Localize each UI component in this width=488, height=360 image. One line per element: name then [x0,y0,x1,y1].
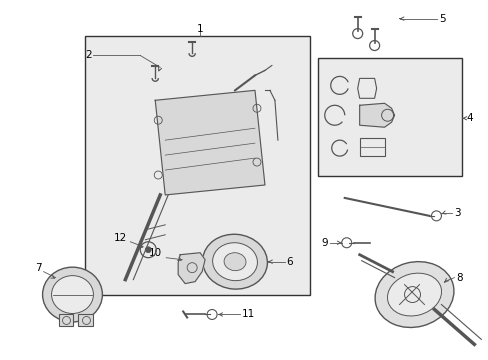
Polygon shape [359,103,394,127]
Text: 9: 9 [321,238,327,248]
Text: 7: 7 [35,263,42,273]
Circle shape [145,247,151,253]
Bar [59,315,73,327]
Ellipse shape [212,243,257,281]
Text: 2: 2 [85,50,92,60]
Text: 12: 12 [114,233,127,243]
Polygon shape [178,253,204,284]
Ellipse shape [202,234,267,289]
Text: 4: 4 [465,113,472,123]
Text: 3: 3 [453,208,460,218]
Ellipse shape [374,262,453,328]
Ellipse shape [51,276,93,314]
Bar [359,138,384,156]
Text: 6: 6 [286,257,293,267]
Text: 11: 11 [241,310,254,319]
Ellipse shape [42,267,102,322]
Bar [78,315,93,327]
Text: 5: 5 [438,14,445,24]
Ellipse shape [386,273,441,316]
Bar [85,36,309,294]
Ellipse shape [224,253,245,271]
Text: 1: 1 [196,24,203,33]
Text: 8: 8 [455,273,462,283]
Text: 10: 10 [148,248,162,258]
Polygon shape [155,90,264,195]
Bar [317,58,462,176]
